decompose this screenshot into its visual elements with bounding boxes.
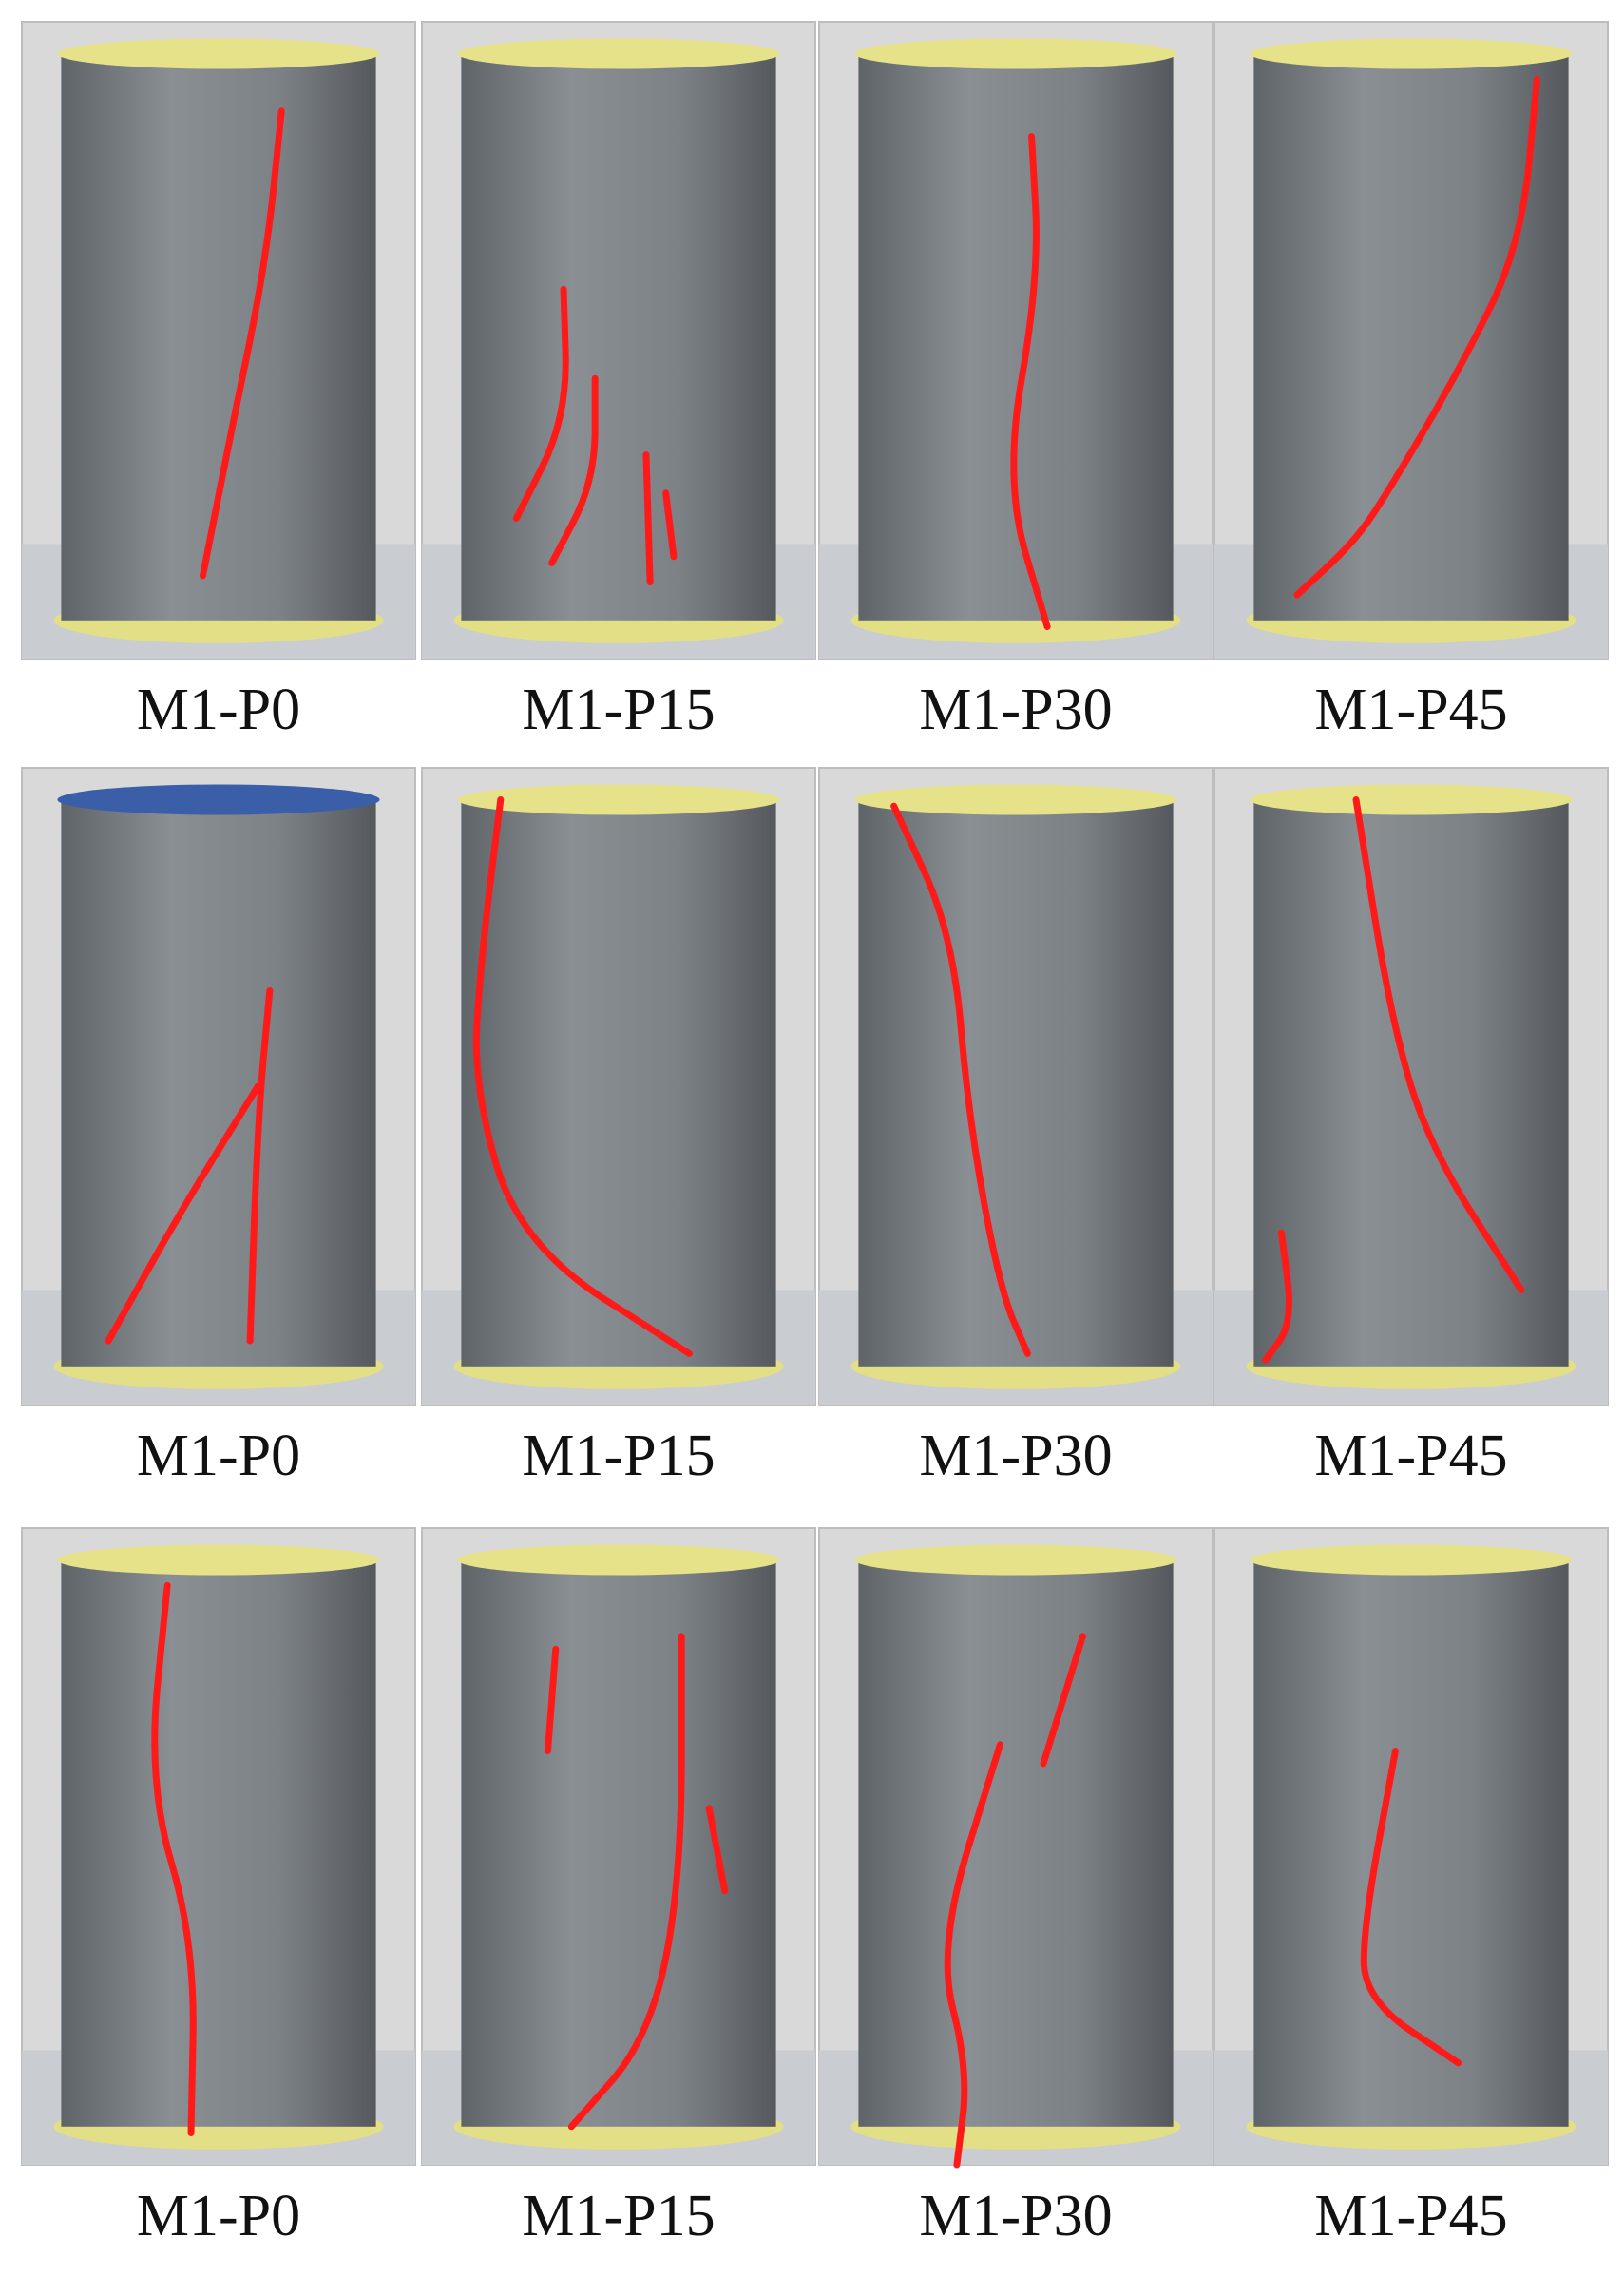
photo-panel bbox=[1213, 21, 1609, 660]
photo-panel bbox=[421, 21, 816, 660]
photo-panel bbox=[21, 767, 416, 1406]
top-cap bbox=[57, 1544, 380, 1576]
specimen-label: M1-P30 bbox=[919, 2184, 1112, 2248]
specimen-body bbox=[858, 1559, 1174, 2127]
crack-line bbox=[246, 987, 274, 1345]
specimen-label: M1-P0 bbox=[137, 2184, 300, 2248]
photo-panel bbox=[818, 1527, 1213, 2169]
specimen-body bbox=[858, 53, 1174, 621]
crack-line bbox=[1040, 1633, 1086, 1768]
crack-line bbox=[1262, 1229, 1292, 1364]
top-cap bbox=[457, 784, 780, 815]
photo-panel bbox=[818, 767, 1213, 1406]
crack-line bbox=[1352, 796, 1525, 1293]
photo-panel bbox=[818, 21, 1213, 660]
top-cap bbox=[854, 784, 1177, 815]
specimen-body bbox=[1253, 53, 1569, 621]
photo-panel bbox=[421, 1527, 816, 2166]
crack-line bbox=[567, 1633, 685, 2131]
crack-line bbox=[705, 1805, 729, 1895]
top-cap bbox=[457, 38, 780, 69]
top-cap bbox=[854, 1544, 1177, 1576]
crack-line bbox=[944, 1741, 1003, 2169]
crack-line bbox=[512, 285, 569, 523]
specimen-label: M1-P15 bbox=[522, 1424, 715, 1488]
specimen-label: M1-P15 bbox=[522, 2184, 715, 2248]
specimen-body bbox=[61, 53, 376, 621]
photo-panel bbox=[421, 767, 816, 1406]
top-cap bbox=[457, 1544, 780, 1576]
specimen-label: M1-P15 bbox=[522, 678, 715, 742]
specimen-body bbox=[1253, 1559, 1569, 2127]
specimen-label: M1-P30 bbox=[919, 678, 1112, 742]
crack-line bbox=[472, 796, 694, 1357]
specimen-body bbox=[461, 53, 776, 621]
crack-line bbox=[1010, 133, 1051, 630]
crack-line bbox=[1360, 1748, 1462, 2067]
crack-line bbox=[544, 1645, 560, 1754]
top-cap bbox=[57, 38, 380, 69]
photo-panel bbox=[1213, 1527, 1609, 2166]
crack-line bbox=[662, 489, 678, 561]
specimen-body bbox=[61, 799, 376, 1367]
crack-line bbox=[642, 451, 654, 586]
crack-line bbox=[1293, 75, 1540, 599]
top-cap bbox=[1250, 1544, 1573, 1576]
crack-line bbox=[548, 374, 599, 566]
crack-line bbox=[151, 1581, 197, 2136]
top-cap bbox=[1250, 38, 1573, 69]
specimen-body bbox=[858, 799, 1174, 1367]
specimen-label: M1-P45 bbox=[1314, 1424, 1507, 1488]
photo-panel bbox=[21, 1527, 416, 2166]
top-cap bbox=[57, 784, 380, 815]
crack-line bbox=[105, 1082, 261, 1345]
specimen-body bbox=[461, 799, 776, 1367]
specimen-label: M1-P0 bbox=[137, 678, 300, 742]
specimen-body bbox=[61, 1559, 376, 2127]
specimen-label: M1-P0 bbox=[137, 1424, 300, 1488]
crack-line bbox=[890, 802, 1031, 1357]
specimen-body bbox=[461, 1559, 776, 2127]
specimen-label: M1-P45 bbox=[1314, 2184, 1507, 2248]
specimen-label: M1-P30 bbox=[919, 1424, 1112, 1488]
photo-panel bbox=[21, 21, 416, 660]
specimen-label: M1-P45 bbox=[1314, 678, 1507, 742]
top-cap bbox=[854, 38, 1177, 69]
top-cap bbox=[1250, 784, 1573, 815]
crack-line bbox=[199, 107, 285, 580]
photo-panel bbox=[1213, 767, 1609, 1406]
